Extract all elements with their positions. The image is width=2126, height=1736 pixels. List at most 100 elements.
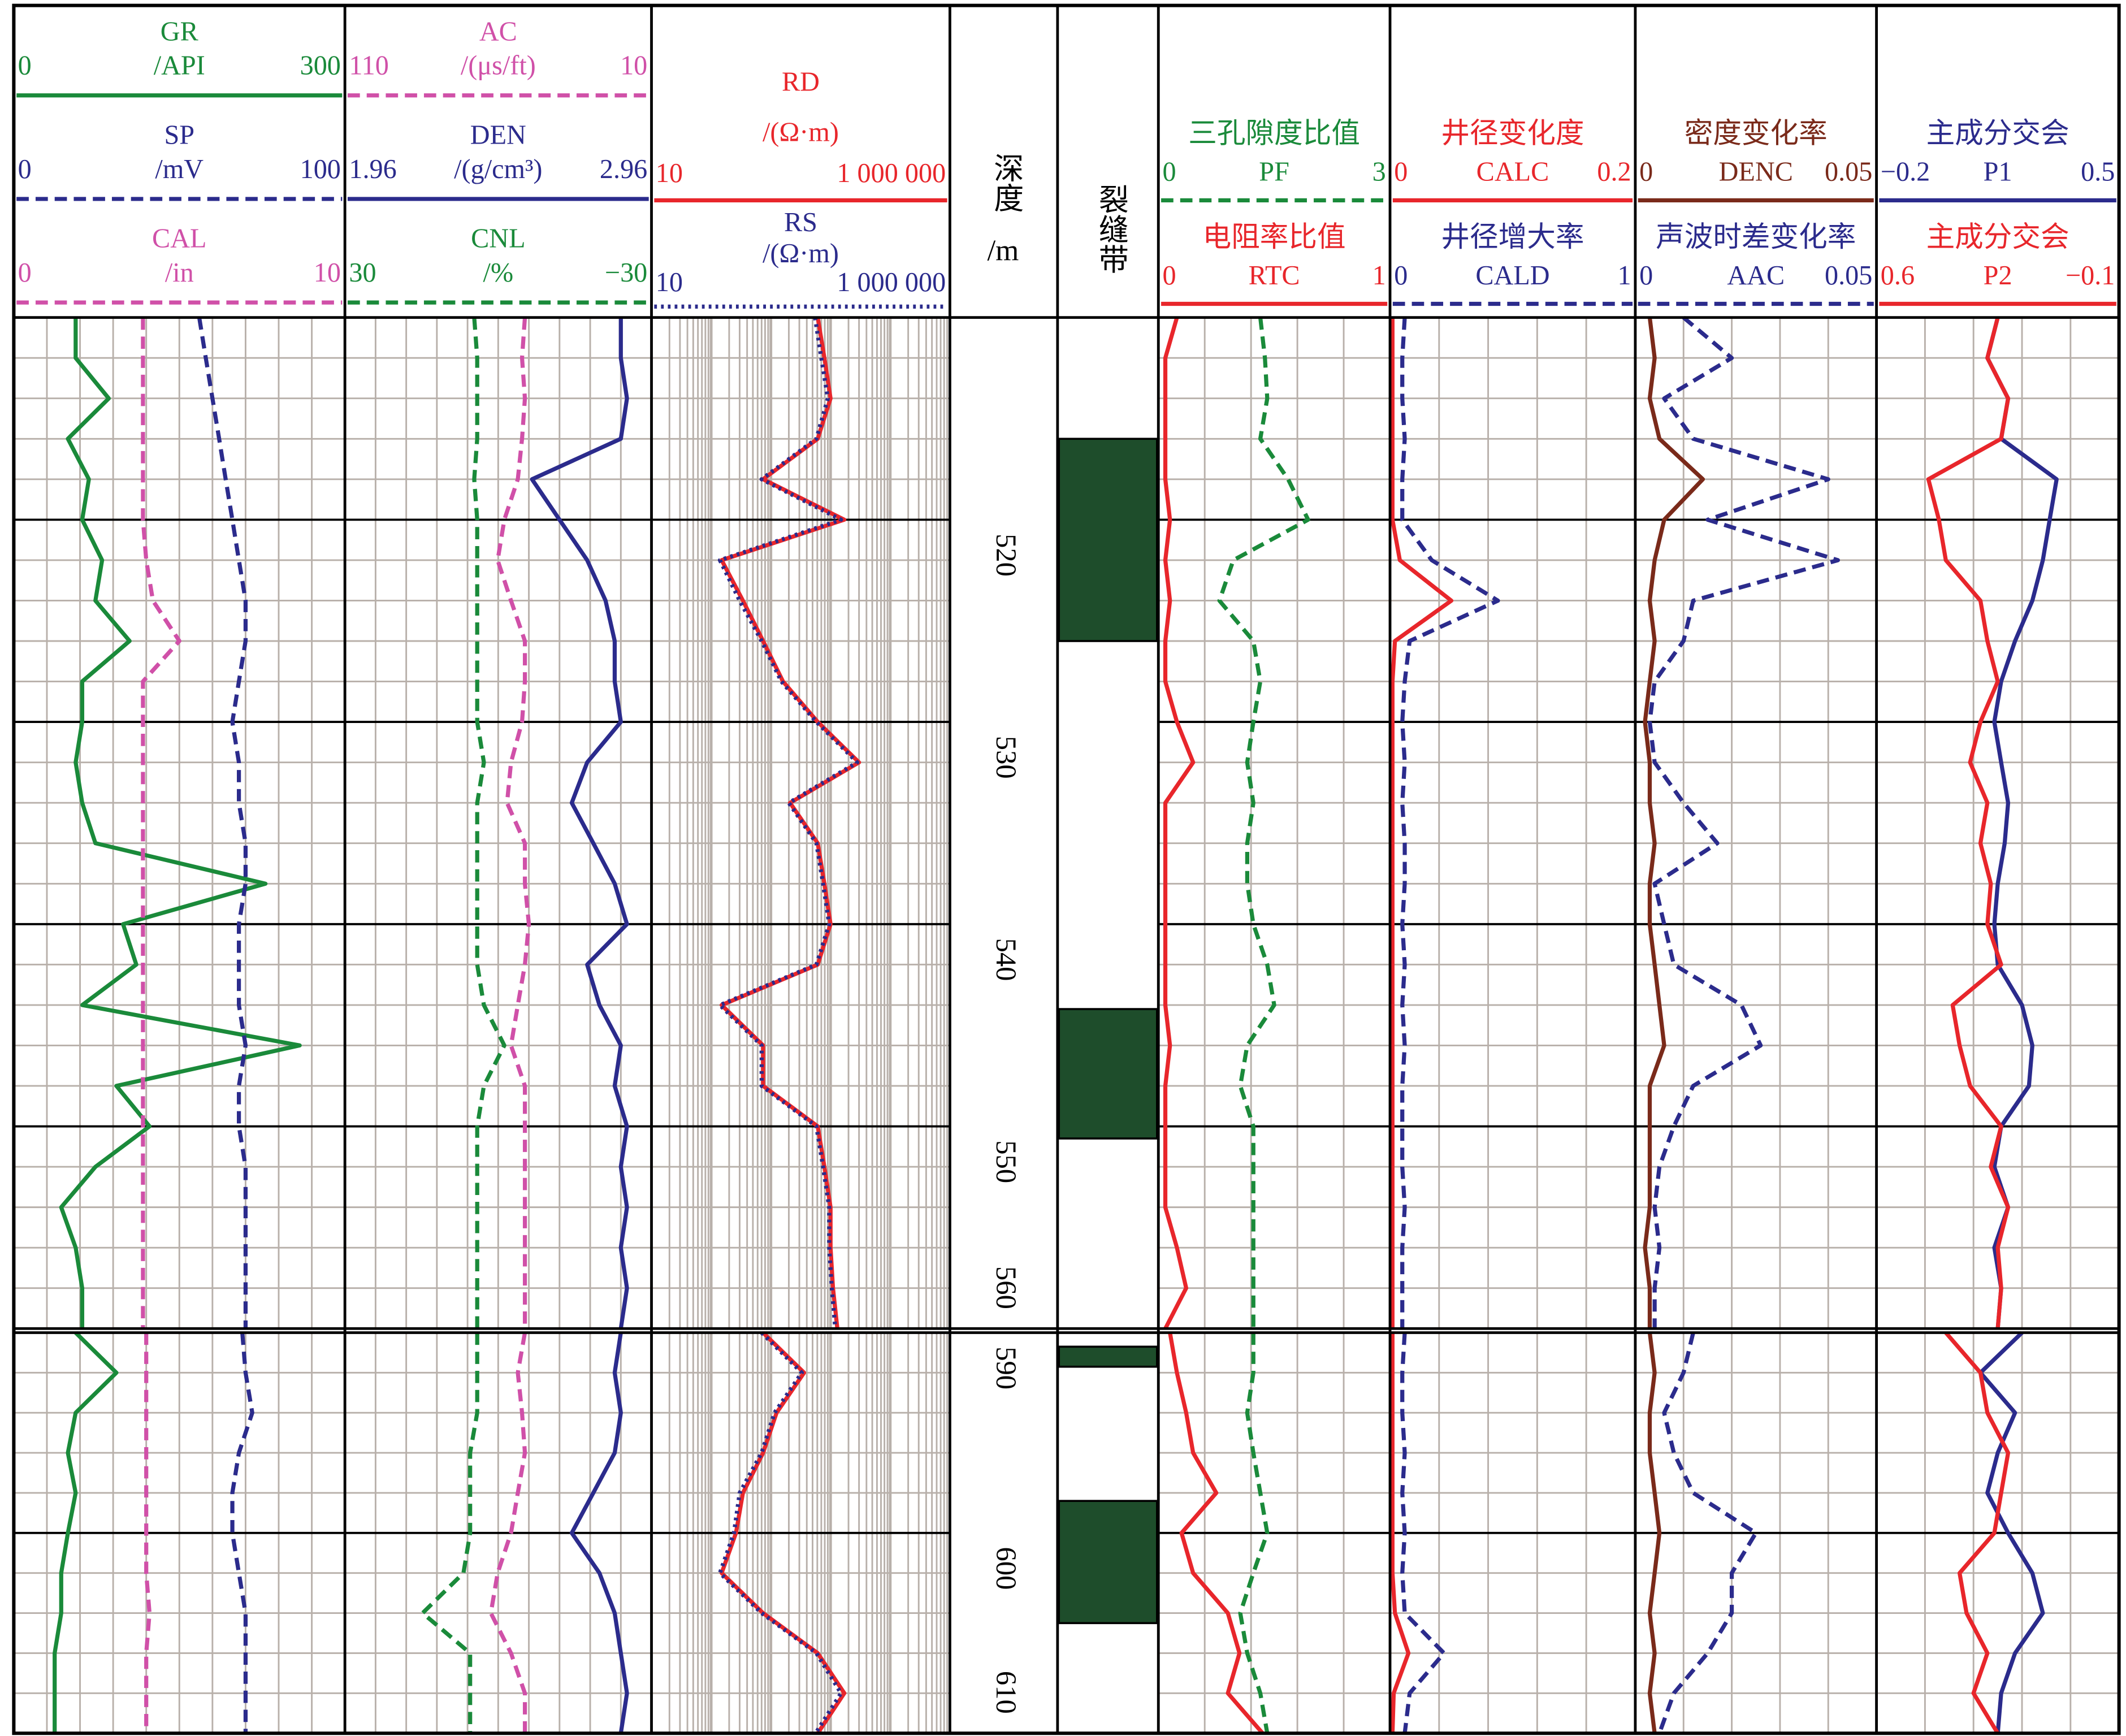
log-curve [1163, 317, 1196, 1330]
scale-label: 300 [300, 51, 341, 81]
log-curve [53, 1331, 119, 1734]
depth-tick-label: 610 [990, 1671, 1022, 1714]
scale-label: −0.1 [2066, 261, 2115, 291]
log-curve [569, 1332, 629, 1734]
curve-name: DEN [470, 120, 526, 150]
log-curve [1944, 1331, 2011, 1735]
log-curve [144, 1332, 152, 1734]
scale-label: 0 [1162, 157, 1176, 187]
curve-name: RTC [1249, 261, 1300, 291]
depth-tick-label: 590 [990, 1347, 1022, 1389]
scale-label: 1.96 [349, 154, 396, 184]
curve-unit: /(Ω·m) [763, 239, 839, 269]
curve-title: 主成分交会 [1926, 221, 2069, 253]
scale-label: 0.6 [1881, 261, 1915, 291]
frame [12, 3, 2121, 1735]
curve-unit: /(μs/ft) [461, 51, 536, 81]
curve-unit: /in [165, 258, 194, 288]
depth-unit: /m [987, 235, 1019, 267]
fracture-zone [1058, 1345, 1158, 1368]
log-curve [1643, 317, 1705, 1329]
curve-name: PF [1259, 157, 1289, 187]
log-curve [717, 317, 860, 1329]
scale-label: 10 [314, 258, 341, 288]
scale-label: 0 [1394, 157, 1408, 187]
depth-tick-label: 560 [990, 1266, 1022, 1309]
depth-tick-label: 530 [990, 736, 1022, 779]
scale-label: 0.05 [1825, 261, 1872, 291]
scale-label: 10 [656, 267, 683, 297]
curve-title: 井径增大率 [1441, 221, 1584, 253]
curve-name: AAC [1727, 261, 1785, 291]
fracture-zone [1058, 438, 1158, 642]
scale-label: −30 [605, 258, 647, 288]
log-curve [197, 317, 248, 1329]
scale-label: 0 [18, 51, 32, 81]
curve-name: P1 [1984, 157, 2012, 187]
scale-label: 1 [1372, 261, 1386, 291]
depth-tick-label: 600 [990, 1547, 1022, 1590]
marks [53, 315, 2059, 1735]
scale-label: 0 [1639, 157, 1653, 187]
depth-tick-label: 520 [990, 534, 1022, 577]
log-curve [1390, 317, 1454, 1329]
curve-name: RS [784, 207, 817, 237]
curve-unit: /% [483, 258, 514, 288]
curve-name: AC [479, 16, 517, 46]
curve-title: 井径变化度 [1441, 118, 1584, 149]
curve-name: GR [161, 16, 199, 46]
log-curve [1926, 317, 2011, 1329]
log-curve [1390, 1332, 1411, 1734]
scale-label: 1 [1618, 261, 1631, 291]
fracture-zone [1058, 1008, 1158, 1140]
log-curve [1978, 1331, 2045, 1734]
log-curve [1647, 315, 1840, 1329]
curve-unit: /mV [155, 154, 203, 184]
curve-name: CALD [1475, 261, 1549, 291]
curve-unit: /(Ω·m) [763, 118, 839, 148]
curve-unit: /API [154, 51, 205, 81]
log-curve [1217, 317, 1310, 1329]
curve-title: 声波时差变化率 [1656, 221, 1856, 253]
scale-label: 0 [1162, 261, 1176, 291]
curve-name: CNL [471, 224, 525, 254]
curve-name: CAL [152, 224, 206, 254]
curve-title: 电阻率比值 [1203, 221, 1346, 253]
scale-label: 2.96 [600, 154, 647, 184]
scale-label: 10 [620, 51, 647, 81]
scale-label: 0 [18, 154, 32, 184]
log-curve [230, 1332, 254, 1734]
log-curve [1400, 1332, 1447, 1734]
curve-title: 主成分交会 [1926, 118, 2069, 149]
fracture-title: 裂缝带 [1094, 184, 1128, 274]
curve-title: 密度变化率 [1685, 118, 1828, 149]
scale-label: 0.2 [1597, 157, 1631, 187]
log-curve [717, 1331, 843, 1735]
scale-label: 0 [18, 258, 32, 288]
scale-label: 0.5 [2081, 157, 2115, 187]
fracture-zone [1058, 1500, 1158, 1625]
log-curve [1238, 1332, 1270, 1734]
curve-name: P2 [1984, 261, 2012, 291]
curve-name: DENC [1719, 157, 1793, 187]
scale-label: 1 000 000 [837, 267, 946, 297]
scale-label: 0 [1394, 261, 1408, 291]
curve-name: SP [164, 120, 194, 150]
scale-label: 0 [1639, 261, 1653, 291]
log-curve [141, 317, 181, 1329]
curve-name: RD [782, 67, 820, 97]
scale-label: 100 [300, 154, 341, 184]
depth-title: 深度 [989, 153, 1023, 213]
log-curve [488, 1332, 527, 1734]
log-curve [495, 317, 531, 1329]
scale-label: 1 000 000 [837, 158, 946, 188]
log-curve [1985, 317, 2059, 1329]
log-curve [472, 317, 506, 1329]
log-curve [530, 317, 629, 1329]
scale-label: 3 [1372, 157, 1386, 187]
scale-label: −0.2 [1881, 157, 1930, 187]
curve-name: CALC [1476, 157, 1549, 187]
curve-title: 三孔隙度比值 [1188, 118, 1360, 149]
